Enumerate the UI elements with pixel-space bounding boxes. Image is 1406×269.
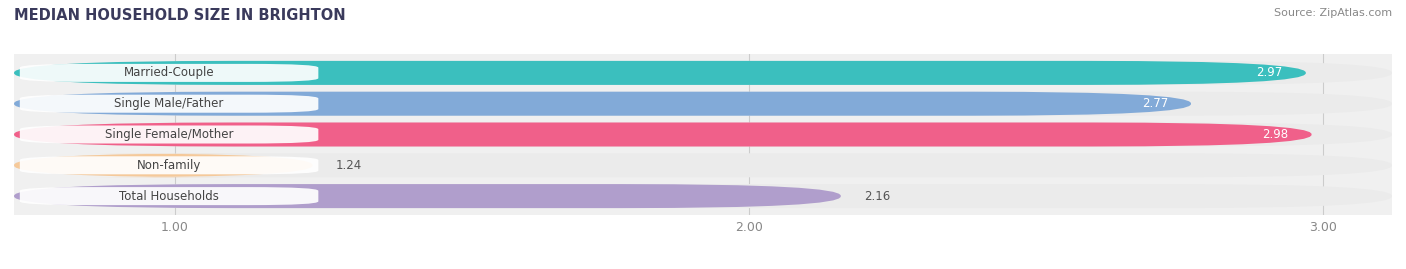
FancyBboxPatch shape — [20, 126, 318, 143]
Text: 1.24: 1.24 — [336, 159, 361, 172]
Text: Total Households: Total Households — [120, 190, 219, 203]
FancyBboxPatch shape — [14, 184, 841, 208]
FancyBboxPatch shape — [20, 187, 318, 205]
Text: MEDIAN HOUSEHOLD SIZE IN BRIGHTON: MEDIAN HOUSEHOLD SIZE IN BRIGHTON — [14, 8, 346, 23]
FancyBboxPatch shape — [14, 92, 1392, 116]
FancyBboxPatch shape — [14, 153, 312, 177]
FancyBboxPatch shape — [20, 156, 318, 174]
FancyBboxPatch shape — [20, 95, 318, 113]
Text: Non-family: Non-family — [136, 159, 201, 172]
FancyBboxPatch shape — [14, 122, 1392, 147]
Text: 2.16: 2.16 — [863, 190, 890, 203]
Text: 2.98: 2.98 — [1263, 128, 1288, 141]
Text: Married-Couple: Married-Couple — [124, 66, 214, 79]
Text: 2.97: 2.97 — [1257, 66, 1282, 79]
Text: Source: ZipAtlas.com: Source: ZipAtlas.com — [1274, 8, 1392, 18]
FancyBboxPatch shape — [14, 61, 1306, 85]
FancyBboxPatch shape — [20, 64, 318, 82]
FancyBboxPatch shape — [14, 122, 1312, 147]
FancyBboxPatch shape — [14, 184, 1392, 208]
Text: Single Male/Father: Single Male/Father — [114, 97, 224, 110]
Text: Single Female/Mother: Single Female/Mother — [105, 128, 233, 141]
Text: 2.77: 2.77 — [1142, 97, 1168, 110]
FancyBboxPatch shape — [14, 92, 1191, 116]
FancyBboxPatch shape — [14, 153, 1392, 177]
FancyBboxPatch shape — [14, 61, 1392, 85]
